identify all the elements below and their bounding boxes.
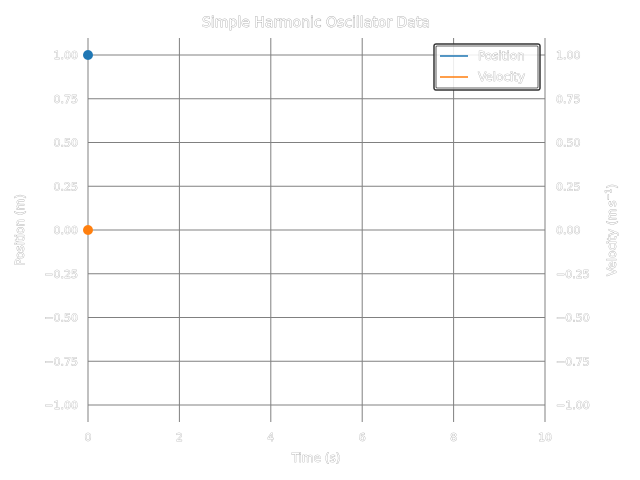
x-axis-label: Time (s) bbox=[291, 451, 341, 465]
data-point-velocity bbox=[83, 225, 93, 235]
y-tick-label-right: −1.00 bbox=[556, 399, 590, 412]
legend-label-velocity: Velocity bbox=[478, 70, 525, 84]
y-tick-label-left: −0.75 bbox=[44, 355, 78, 368]
legend: Position Velocity bbox=[433, 43, 541, 91]
y-tick-label-right: −0.75 bbox=[556, 355, 590, 368]
y-axis-label-right-unit: s bbox=[605, 200, 619, 206]
y-tick-label-right: 1.00 bbox=[556, 49, 581, 62]
x-tick-label: 4 bbox=[267, 431, 274, 444]
y-tick-label-left: −1.00 bbox=[44, 399, 78, 412]
x-tick-label: 10 bbox=[538, 431, 552, 444]
x-tick-label: 0 bbox=[85, 431, 92, 444]
y-tick-label-left: −0.25 bbox=[44, 268, 78, 281]
x-tick-label: 8 bbox=[450, 431, 457, 444]
y-tick-label-left: 1.00 bbox=[54, 49, 79, 62]
y-axis-label-right-exponent: −1 bbox=[604, 189, 613, 201]
y-tick-label-right: 0.50 bbox=[556, 137, 581, 150]
data-point-position bbox=[83, 50, 93, 60]
y-tick-label-left: 0.50 bbox=[54, 137, 79, 150]
y-axis-label-right-main: Velocity (m bbox=[605, 209, 619, 276]
y-tick-label-right: −0.25 bbox=[556, 268, 590, 281]
series-layer bbox=[83, 50, 93, 235]
y-tick-label-left: −0.50 bbox=[44, 312, 78, 325]
chart-title: Simple Harmonic Oscillator Data bbox=[202, 15, 430, 31]
tick-labels: 0 2 4 6 8 10 1.00 1.00 0.75 0.75 0.50 0.50 0.25 0.25 0… bbox=[44, 49, 590, 445]
y-tick-label-right: 0.00 bbox=[556, 224, 581, 237]
y-axis-label-right-close: ) bbox=[605, 184, 619, 189]
y-tick-label-right: 0.25 bbox=[556, 180, 581, 193]
y-tick-label-left: 0.25 bbox=[54, 180, 79, 193]
y-tick-label-right: 0.75 bbox=[556, 93, 581, 106]
x-tick-label: 2 bbox=[176, 431, 183, 444]
grid bbox=[87, 38, 546, 422]
y-tick-label-right: −0.50 bbox=[556, 312, 590, 325]
legend-label-position: Position bbox=[478, 49, 525, 63]
y-axis-label-right: Velocity (m s−1) bbox=[604, 184, 619, 276]
y-axis-label-left: Position (m) bbox=[13, 194, 27, 266]
x-tick-label: 6 bbox=[359, 431, 366, 444]
y-tick-label-left: 0.75 bbox=[54, 93, 79, 106]
y-tick-label-left: 0.00 bbox=[54, 224, 79, 237]
legend-box-inner bbox=[435, 45, 539, 89]
